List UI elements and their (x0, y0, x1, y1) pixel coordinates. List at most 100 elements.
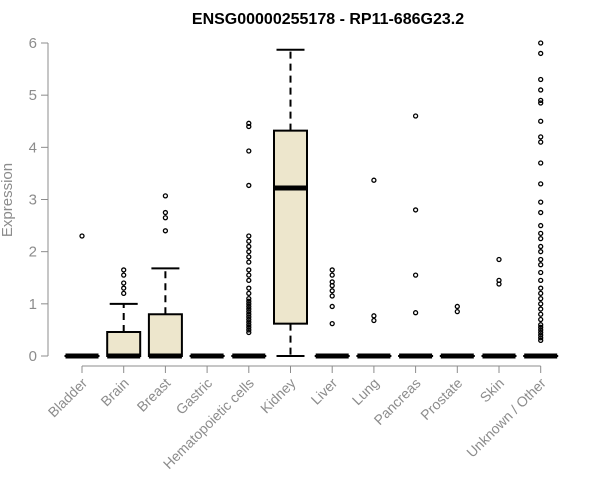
x-tick-label: Brain (97, 375, 131, 409)
outlier-point (538, 322, 544, 328)
outlier-point (538, 329, 544, 336)
y-tick-label: 3 (29, 192, 37, 209)
outlier-point (538, 118, 544, 124)
x-tick-label: Unknown / Other (463, 375, 549, 461)
x-tick-label: Lung (349, 375, 382, 408)
outlier-point (538, 306, 544, 312)
outlier-point (246, 123, 252, 130)
outlier-point (538, 230, 544, 237)
outlier-point (538, 209, 544, 216)
outlier-point (246, 311, 252, 317)
outlier-point (371, 177, 377, 183)
chart-title: ENSG00000255178 - RP11-686G23.2 (192, 11, 464, 28)
outlier-point (246, 303, 252, 310)
outlier-point (246, 243, 252, 250)
outlier-point (538, 50, 544, 57)
y-axis-label: Expression (0, 163, 16, 237)
outlier-point (246, 314, 252, 320)
outlier-point (496, 277, 502, 284)
outlier-point (246, 327, 252, 333)
outlier-point (538, 324, 544, 330)
outlier-point (246, 254, 252, 260)
outlier-point (538, 160, 544, 166)
x-tick-label: Breast (134, 375, 174, 415)
outlier-point (246, 233, 252, 239)
outlier-point (412, 272, 419, 278)
x-tick-label: Skin (477, 375, 508, 406)
outlier-point (246, 182, 252, 189)
outlier-point (246, 148, 252, 154)
outlier-point (538, 285, 544, 291)
outlier-point (162, 215, 169, 221)
outlier-point (79, 233, 85, 239)
outlier-point (538, 249, 544, 255)
outlier-point (538, 256, 544, 263)
outlier-point (538, 199, 544, 205)
outlier-point (329, 288, 335, 294)
outlier-point (538, 235, 544, 242)
outlier-point (246, 285, 252, 291)
box-group (64, 48, 559, 359)
x-tick-label: Prostate (417, 375, 465, 423)
outlier-point (246, 267, 252, 273)
outlier-point (121, 290, 127, 297)
outlier-point (538, 337, 544, 344)
outlier-point (538, 139, 544, 145)
outlier-point (371, 317, 377, 324)
outlier-point (246, 277, 252, 284)
outlier-point (538, 301, 544, 307)
outlier-point (538, 277, 544, 284)
outlier-point (538, 222, 544, 229)
outlier-point (412, 207, 419, 213)
outlier-point (246, 249, 252, 255)
outlier-point (538, 269, 544, 276)
outlier-point (371, 313, 377, 319)
outlier-point (454, 309, 460, 315)
outlier-point (329, 279, 335, 285)
outlier-point (246, 309, 252, 315)
box-breast (147, 313, 183, 357)
outlier-point (246, 324, 252, 330)
outlier-point (246, 259, 252, 265)
outlier-point (538, 295, 544, 302)
outlier-point (538, 76, 544, 83)
x-tick-label: Liver (308, 375, 341, 408)
outlier-point (329, 272, 335, 278)
outlier-point (538, 243, 544, 250)
outlier-point (162, 193, 169, 199)
outlier-point (246, 329, 252, 336)
outlier-point (246, 316, 252, 323)
outlier-point (412, 113, 419, 119)
outlier-point (538, 290, 544, 297)
outlier-point (538, 332, 544, 338)
outlier-point (496, 256, 502, 263)
outlier-point (246, 295, 252, 302)
outlier-point (538, 97, 544, 104)
outlier-point (538, 335, 544, 341)
y-tick-label: 2 (29, 244, 37, 261)
y-tick-label: 1 (29, 296, 37, 313)
outlier-point (121, 267, 127, 273)
outlier-point (246, 120, 252, 126)
outlier-point (329, 303, 335, 310)
outlier-point (121, 285, 127, 291)
outlier-point (246, 322, 252, 328)
outlier-point (162, 209, 169, 216)
outlier-point (538, 262, 544, 268)
outlier-point (246, 238, 252, 244)
y-tick-label: 0 (29, 348, 37, 365)
outlier-point (121, 272, 127, 278)
outlier-point (246, 272, 252, 278)
x-tick-label: Bladder (45, 375, 91, 421)
outlier-point (538, 311, 544, 317)
outlier-point (538, 100, 544, 106)
outlier-point (538, 40, 544, 46)
y-tick-label: 4 (29, 139, 37, 156)
outlier-point (246, 301, 252, 307)
outlier-point (121, 280, 127, 286)
outlier-point (538, 327, 544, 333)
outlier-point (246, 290, 252, 297)
outlier-point (329, 293, 335, 299)
outlier-point (162, 228, 169, 234)
